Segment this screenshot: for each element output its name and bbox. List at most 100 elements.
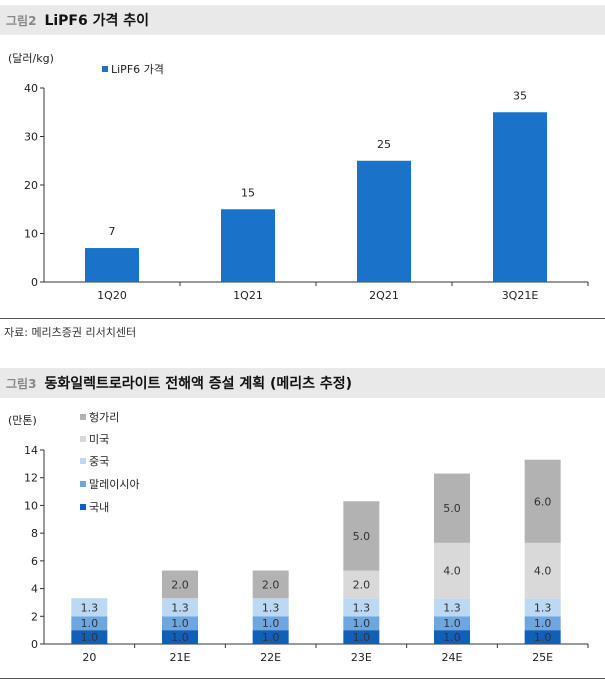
chart2-segment-label: 1.0 bbox=[353, 631, 371, 644]
chart2-bar-segment bbox=[524, 630, 561, 644]
chart1-y-tick-label: 20 bbox=[24, 179, 38, 192]
chart2-bar-segment bbox=[252, 570, 289, 599]
chart2-y-unit: (만톤) bbox=[8, 414, 37, 427]
chart2-legend-label: 국내 bbox=[89, 501, 109, 514]
chart1-legend-label: LiPF6 가격 bbox=[111, 63, 164, 76]
chart2-bar-segment bbox=[162, 616, 198, 631]
chart1-y-tick-label: 10 bbox=[24, 228, 38, 241]
chart2-bar-segment bbox=[343, 598, 380, 617]
chart2-legend-swatch bbox=[80, 481, 86, 487]
chart2-bar-segment bbox=[162, 630, 198, 644]
chart2-y-tick-label: 4 bbox=[31, 583, 38, 596]
chart2-segment-label: 1.3 bbox=[171, 601, 189, 614]
chart2-x-tick-label: 20 bbox=[82, 651, 96, 664]
chart2-segment-label: 5.0 bbox=[443, 502, 461, 515]
chart2-y-tick-label: 0 bbox=[31, 638, 38, 651]
chart2-bar-segment bbox=[524, 598, 561, 617]
chart1-x-tick-label: 2Q21 bbox=[369, 289, 399, 302]
chart2-y-tick-label: 10 bbox=[24, 499, 38, 512]
chart2-y-tick-label: 12 bbox=[24, 472, 38, 485]
chart2-segment-label: 1.0 bbox=[534, 631, 552, 644]
chart2-bar-segment bbox=[434, 630, 470, 644]
chart2-legend-label: 헝가리 bbox=[89, 411, 119, 424]
figure1-source: 자료: 메리츠증권 리서치센터 bbox=[4, 326, 137, 339]
figure1-bottom-rule bbox=[0, 318, 605, 319]
chart2-segment-label: 2.0 bbox=[353, 578, 371, 591]
chart2-bar-segment bbox=[524, 459, 561, 543]
chart2-segment-label: 4.0 bbox=[534, 565, 552, 578]
chart2-x-tick-label: 23E bbox=[351, 651, 372, 664]
chart2-legend-swatch bbox=[80, 414, 86, 420]
chart2-x-tick-label: 25E bbox=[532, 651, 553, 664]
chart2-bar-segment bbox=[434, 473, 470, 543]
chart1-x-tick-label: 1Q21 bbox=[233, 289, 263, 302]
chart2-legend-label: 말레이시아 bbox=[89, 478, 140, 491]
chart2-legend-label: 미국 bbox=[89, 433, 109, 446]
chart2-x-tick-label: 22E bbox=[260, 651, 281, 664]
chart2-segment-label: 1.0 bbox=[443, 617, 461, 630]
chart2-bar-segment bbox=[252, 630, 289, 644]
chart1-y-tick-label: 0 bbox=[31, 276, 38, 289]
chart2-segment-label: 1.0 bbox=[171, 631, 189, 644]
chart2-bar-segment bbox=[252, 598, 289, 617]
chart2-segment-label: 1.3 bbox=[262, 601, 280, 614]
chart2-y-tick-label: 2 bbox=[31, 610, 38, 623]
figure1-number: 그림2 bbox=[6, 13, 37, 28]
chart2-bar-segment bbox=[434, 542, 470, 599]
chart2-x-tick-label: 21E bbox=[170, 651, 191, 664]
chart2-bar-segment bbox=[434, 598, 470, 617]
chart2-bar-segment bbox=[343, 570, 380, 599]
chart1-data-label: 25 bbox=[377, 138, 391, 151]
chart2-legend-swatch bbox=[80, 458, 86, 464]
chart1-legend-swatch bbox=[102, 66, 108, 72]
chart2-y-tick-label: 6 bbox=[31, 555, 38, 568]
chart1-data-label: 35 bbox=[513, 89, 527, 102]
chart2-bar-segment bbox=[343, 630, 380, 644]
chart2-segment-label: 1.0 bbox=[81, 631, 99, 644]
chart2-segment-label: 4.0 bbox=[443, 565, 461, 578]
chart2-bar-segment bbox=[343, 501, 380, 571]
chart2-bar-segment bbox=[524, 616, 561, 631]
figure2-number: 그림3 bbox=[6, 376, 37, 391]
chart2-bar-segment bbox=[524, 542, 561, 599]
figure2-header: 그림3 동화일렉트로라이트 전해액 증설 계획 (메리츠 추정) bbox=[0, 368, 605, 398]
chart2-segment-label: 1.3 bbox=[353, 601, 371, 614]
chart2-bar-segment bbox=[71, 616, 108, 631]
chart2-y-tick-label: 14 bbox=[24, 444, 38, 457]
chart1-y-tick-label: 40 bbox=[24, 82, 38, 95]
chart1-bar bbox=[85, 248, 139, 282]
chart2-segment-label: 2.0 bbox=[171, 578, 189, 591]
chart1-y-unit: (달러/kg) bbox=[8, 52, 54, 65]
figure1-title: LiPF6 가격 추이 bbox=[44, 13, 149, 29]
chart1-bar bbox=[221, 209, 275, 282]
chart2-segment-label: 6.0 bbox=[534, 495, 552, 508]
chart1-y-tick-label: 30 bbox=[24, 131, 38, 144]
chart2-x-tick-label: 24E bbox=[442, 651, 463, 664]
chart2-legend-swatch bbox=[80, 436, 86, 442]
chart2-legend-swatch bbox=[80, 504, 86, 510]
chart2-segment-label: 1.3 bbox=[81, 601, 99, 614]
chart2-segment-label: 1.0 bbox=[534, 617, 552, 630]
chart2-segment-label: 1.0 bbox=[262, 631, 280, 644]
chart2-bar-segment bbox=[71, 630, 108, 644]
chart2-bar-segment bbox=[162, 570, 198, 599]
chart1-lipf6-price: (달러/kg) 0 10 20 30 40 LiPF6 가격 7 1Q20 15 1Q21 25 2Q2… bbox=[8, 52, 589, 302]
chart2-bar-segment bbox=[71, 598, 108, 617]
chart2-legend-label: 중국 bbox=[89, 455, 109, 468]
chart2-segment-label: 1.0 bbox=[443, 631, 461, 644]
chart2-segment-label: 1.0 bbox=[81, 617, 99, 630]
chart1-data-label: 15 bbox=[241, 186, 255, 199]
figure1-header: 그림2 LiPF6 가격 추이 bbox=[0, 5, 605, 35]
chart2-segment-label: 5.0 bbox=[353, 530, 371, 543]
chart2-segment-label: 1.3 bbox=[443, 601, 461, 614]
figure2-title: 동화일렉트로라이트 전해액 증설 계획 (메리츠 추정) bbox=[44, 376, 353, 392]
chart2-bar-segment bbox=[343, 616, 380, 631]
chart1-data-label: 7 bbox=[109, 225, 116, 238]
chart1-bar bbox=[493, 112, 547, 282]
chart1-x-tick-label: 3Q21E bbox=[502, 289, 539, 302]
chart1-bar bbox=[357, 160, 411, 282]
chart2-bar-segment bbox=[434, 616, 470, 631]
chart2-segment-label: 1.0 bbox=[353, 617, 371, 630]
chart2-segment-label: 1.0 bbox=[262, 617, 280, 630]
